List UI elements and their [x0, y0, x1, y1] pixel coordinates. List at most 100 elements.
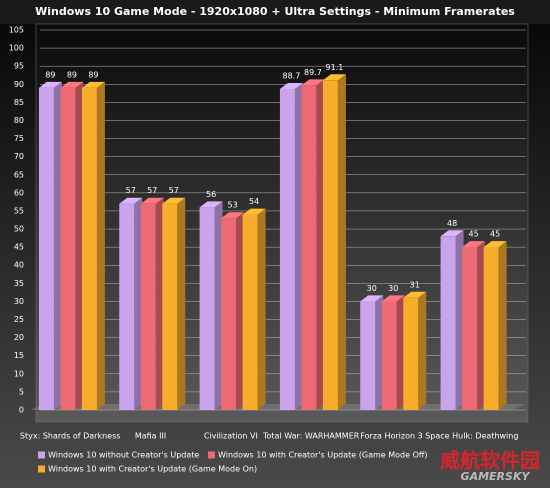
bar-side	[75, 81, 84, 411]
watermark: 威航软件园	[440, 449, 540, 473]
bar	[140, 203, 156, 410]
bar	[242, 214, 258, 410]
bar	[462, 247, 478, 410]
y-tick-label: 90	[14, 80, 24, 89]
bar-side	[396, 295, 405, 410]
y-tick-label: 95	[14, 62, 24, 71]
value-label: 45	[490, 230, 500, 239]
bar-top	[81, 81, 105, 88]
legend-label: Windows 10 with Creator's Update (Game M…	[48, 465, 257, 474]
y-tick-label: 10	[14, 369, 24, 378]
y-tick-label: 75	[14, 134, 24, 143]
x-tick-label: Total War: WARHAMMER	[262, 432, 360, 441]
legend-swatch	[208, 451, 215, 459]
value-label: 56	[206, 190, 216, 199]
value-label: 89	[45, 70, 55, 79]
value-label: 91.1	[326, 63, 344, 72]
bar	[360, 301, 376, 410]
bar-top	[242, 208, 266, 215]
y-tick-label: 30	[14, 297, 24, 306]
value-label: 53	[227, 201, 237, 210]
y-tick-label: 50	[14, 225, 24, 234]
bar	[199, 207, 215, 410]
bar-top	[322, 74, 346, 81]
value-label: 30	[388, 284, 398, 293]
bar-top	[60, 81, 84, 88]
y-tick-label: 35	[14, 279, 24, 288]
y-tick-label: 20	[14, 333, 24, 342]
y-tick-label: 65	[14, 170, 24, 179]
bar-side	[53, 81, 62, 411]
bar	[162, 203, 178, 410]
value-label: 89	[67, 70, 77, 79]
bar	[301, 85, 317, 410]
bar-side	[257, 208, 266, 410]
bar-top	[483, 241, 507, 248]
bar-top	[381, 295, 405, 302]
value-label: 57	[147, 186, 157, 195]
y-tick-label: 0	[19, 406, 24, 415]
bar-top	[360, 295, 384, 302]
x-tick-label: Civilization VI	[204, 432, 258, 441]
bar-top	[221, 212, 245, 219]
value-label: 57	[126, 186, 136, 195]
legend-label: Windows 10 with Creator's Update (Game M…	[218, 451, 428, 460]
bar	[483, 247, 499, 410]
bar	[403, 297, 419, 410]
chart-title: Windows 10 Game Mode - 1920x1080 + Ultra…	[35, 5, 515, 18]
legend-label: Windows 10 without Creator's Update	[48, 451, 199, 460]
y-tick-label: 85	[14, 98, 24, 107]
y-tick-label: 105	[9, 26, 24, 35]
x-tick-label: Styx: Shards of Darkness	[20, 432, 120, 441]
value-label: 31	[410, 280, 420, 289]
y-tick-label: 5	[19, 387, 24, 396]
bar-side	[294, 82, 303, 410]
bar-side	[96, 81, 105, 411]
value-label: 88.7	[283, 71, 301, 80]
watermark: GAMERSKY	[461, 470, 531, 483]
bar	[322, 80, 338, 411]
bar-top	[140, 197, 164, 204]
value-label: 48	[447, 219, 457, 228]
y-tick-label: 40	[14, 261, 24, 270]
x-tick-label: Mafia III	[135, 432, 166, 441]
bar-side	[134, 197, 143, 410]
value-label: 30	[367, 284, 377, 293]
bar-side	[155, 197, 164, 410]
bar-top	[462, 241, 486, 248]
x-tick-label: Space Hulk: Deathwing	[425, 432, 518, 441]
y-tick-label: 70	[14, 152, 24, 161]
bar-top	[162, 197, 186, 204]
value-label: 54	[249, 197, 259, 206]
bar	[60, 87, 76, 411]
value-label: 89.7	[304, 68, 322, 77]
bar-side	[455, 230, 464, 410]
bar-top	[119, 197, 143, 204]
bar-side	[498, 241, 507, 410]
bar	[38, 87, 54, 411]
y-tick-label: 55	[14, 206, 24, 215]
bar	[381, 301, 397, 410]
bar-top	[279, 82, 303, 89]
y-tick-label: 100	[9, 44, 24, 53]
bar-top	[199, 201, 223, 208]
value-label: 45	[468, 230, 478, 239]
bar-side	[418, 291, 427, 410]
bar-side	[177, 197, 186, 410]
bar	[279, 88, 295, 410]
y-tick-label: 25	[14, 315, 24, 324]
bar-side	[375, 295, 384, 410]
bar-side	[316, 79, 325, 410]
bar-top	[38, 81, 62, 88]
title-band	[0, 0, 550, 24]
value-label: 89	[88, 70, 98, 79]
bar-side	[236, 212, 245, 410]
y-tick-label: 60	[14, 188, 24, 197]
legend-swatch	[38, 465, 45, 473]
bar	[221, 218, 237, 410]
bar	[440, 236, 456, 410]
bar-top	[301, 79, 325, 86]
y-tick-label: 15	[14, 351, 24, 360]
bar	[119, 203, 135, 410]
